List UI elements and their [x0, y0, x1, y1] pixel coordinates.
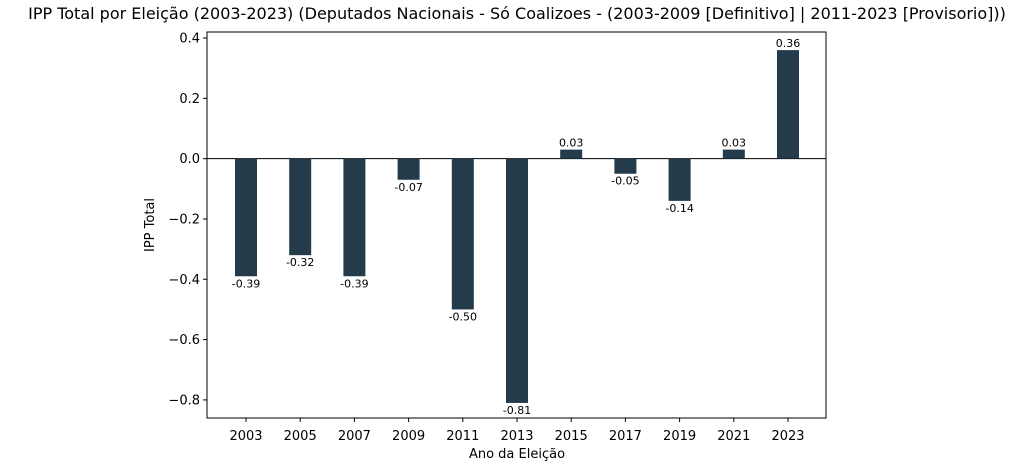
x-tick-label: 2013: [500, 429, 533, 444]
bar-2023: [777, 50, 799, 159]
x-tick-label: 2009: [392, 429, 425, 444]
y-axis-label: IPP Total: [143, 198, 158, 252]
data-label-2007: -0.39: [340, 277, 368, 290]
y-tick-label: −0.2: [168, 212, 200, 227]
bar-2005: [289, 158, 312, 256]
data-label-2019: -0.14: [665, 202, 693, 215]
y-tick-label: −0.4: [168, 273, 200, 288]
x-tick-label: 2017: [609, 429, 642, 444]
data-label-2009: -0.07: [394, 181, 422, 194]
bar-2003: [235, 158, 257, 277]
data-label-2023: 0.36: [776, 37, 801, 50]
data-label-2013: -0.81: [503, 404, 531, 417]
bar-2013: [506, 158, 528, 403]
data-label-2005: -0.32: [286, 256, 314, 269]
y-axis-ticks: −0.8 −0.6 −0.4 −0.2 0.0 0.2 0.4: [168, 32, 207, 408]
bar-2021: [722, 149, 745, 159]
x-tick-label: 2015: [555, 429, 588, 444]
data-label-2021: 0.03: [722, 137, 747, 150]
data-label-2003: -0.39: [232, 277, 260, 290]
bar-2009: [397, 158, 420, 180]
y-tick-label: 0.0: [179, 152, 200, 167]
bar-2019: [668, 158, 691, 201]
x-tick-label: 2005: [284, 429, 317, 444]
x-tick-label: 2021: [717, 429, 750, 444]
data-label-2017: -0.05: [611, 175, 639, 188]
bar-2017: [614, 158, 637, 174]
data-label-2015: 0.03: [559, 137, 584, 150]
x-axis-label: Ano da Eleição: [469, 447, 565, 462]
bar-2015: [560, 149, 583, 159]
x-tick-label: 2007: [338, 429, 371, 444]
x-tick-label: 2023: [771, 429, 804, 444]
x-axis-ticks: 2003 2005 2007 2009 2011 2013 2015 2017 2019 2021…: [229, 418, 805, 444]
y-tick-label: −0.6: [168, 333, 200, 348]
bars-group: -0.39 -0.32 -0.39 -0.07 -0.50 -0.81 0.03 -0.05 -…: [232, 37, 800, 417]
bar-2007: [343, 158, 366, 277]
y-tick-label: −0.8: [168, 393, 200, 408]
y-tick-label: 0.2: [179, 92, 200, 107]
y-tick-label: 0.4: [179, 32, 200, 47]
bar-2011: [451, 158, 474, 310]
x-tick-label: 2011: [446, 429, 479, 444]
chart-title: IPP Total por Eleição (2003-2023) (Deput…: [28, 4, 1006, 23]
x-tick-label: 2003: [229, 429, 262, 444]
x-tick-label: 2019: [663, 429, 696, 444]
data-label-2011: -0.50: [449, 310, 477, 323]
